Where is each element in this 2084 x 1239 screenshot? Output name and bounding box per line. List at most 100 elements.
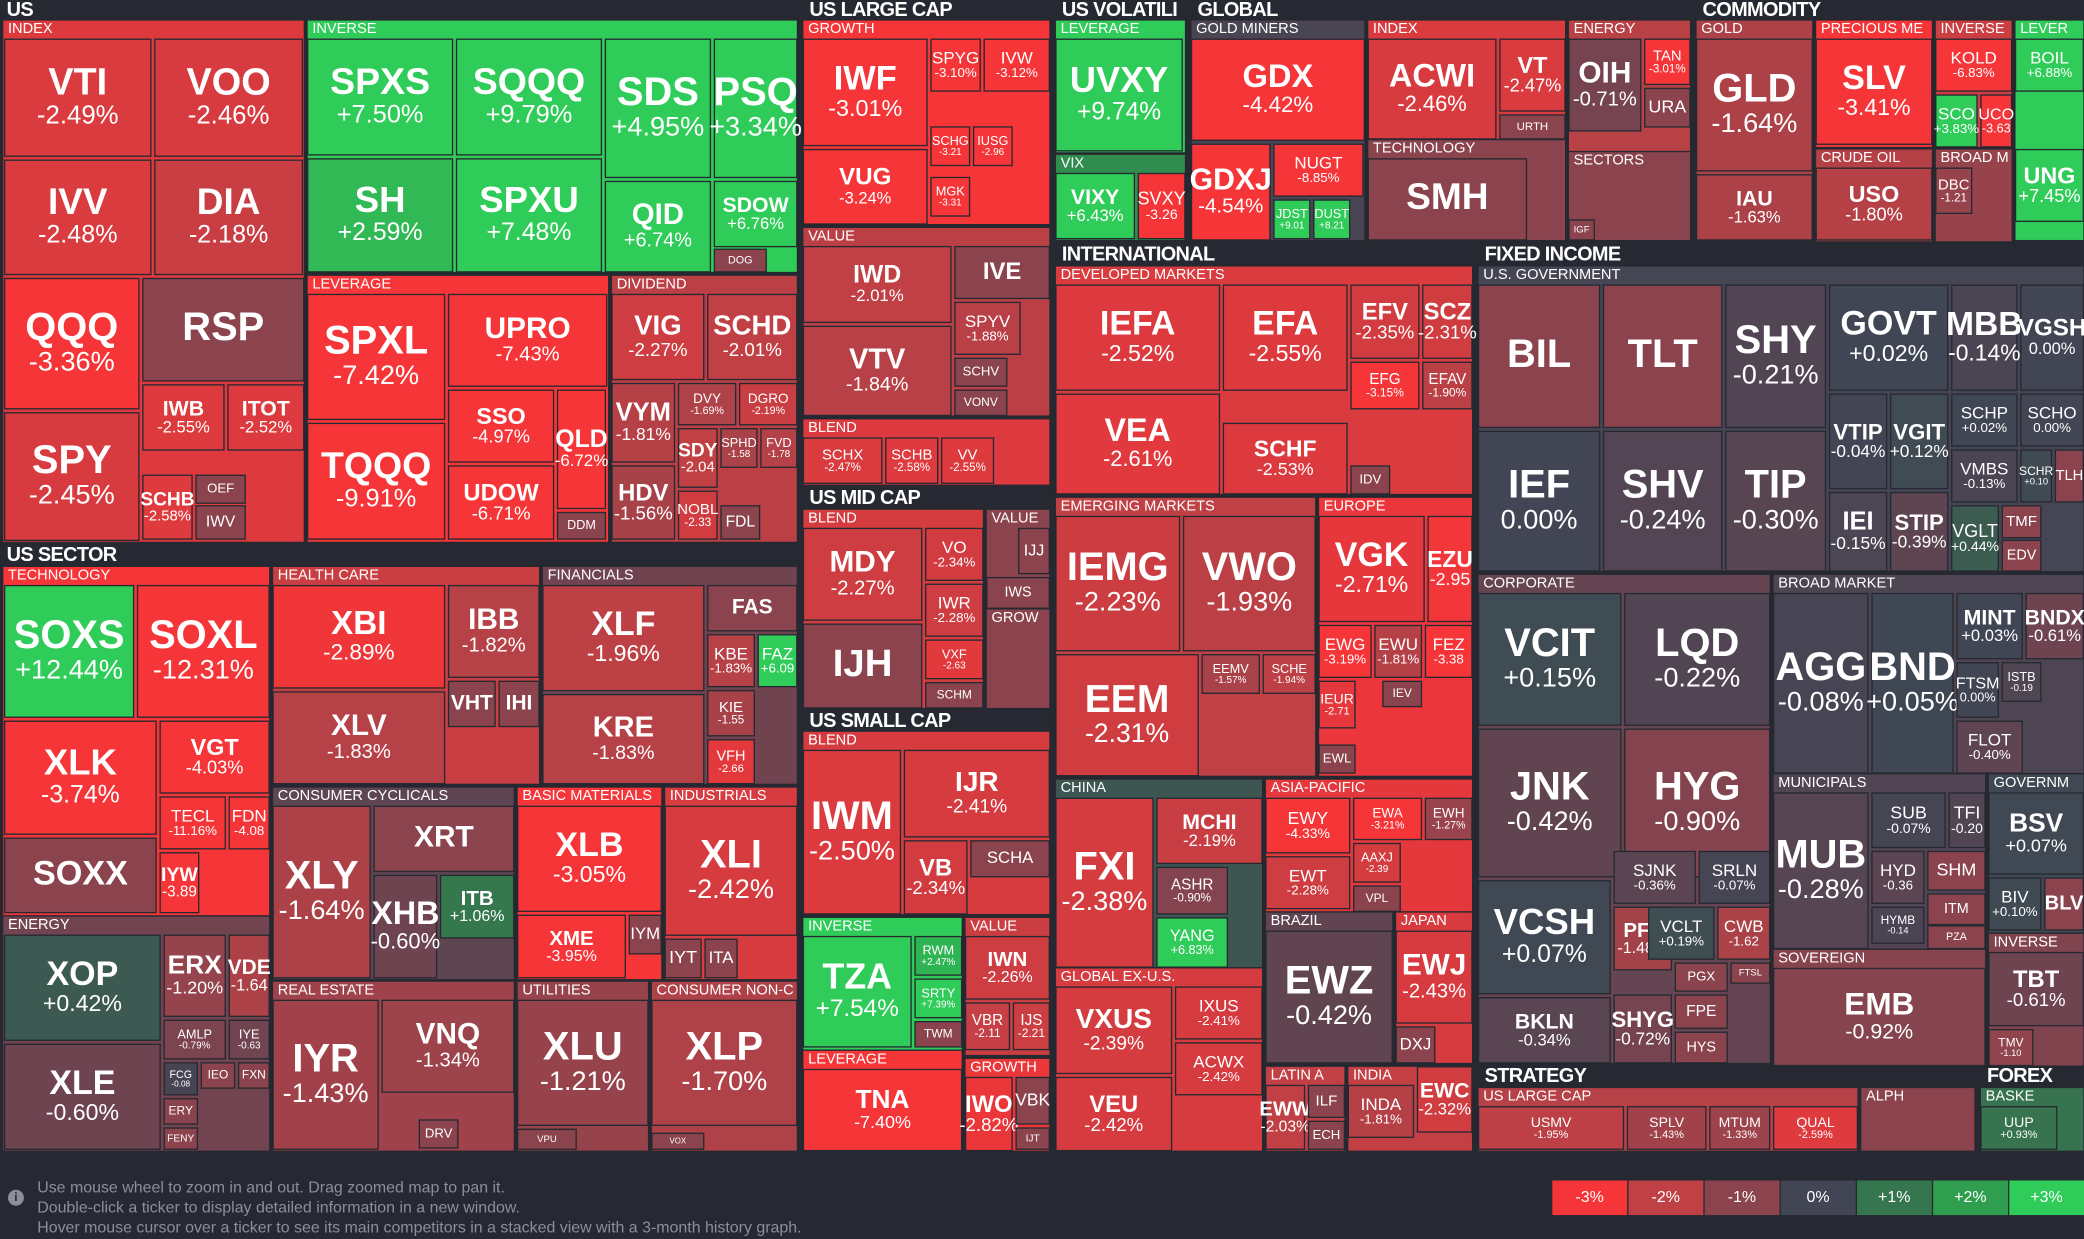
ticker[interactable]: IWR	[938, 594, 971, 613]
ticker-tile[interactable]	[3, 159, 152, 276]
ticker[interactable]: UCO	[1978, 106, 2014, 124]
ticker-tile[interactable]	[677, 490, 718, 540]
ticker-tile[interactable]	[1395, 930, 1473, 1024]
ticker-tile[interactable]	[2054, 449, 2084, 503]
ticker-tile[interactable]	[272, 584, 446, 689]
ticker-tile[interactable]	[651, 1132, 705, 1150]
ticker[interactable]: XOP	[46, 955, 118, 993]
ticker-tile[interactable]	[1951, 284, 2018, 391]
ticker-tile[interactable]	[542, 693, 705, 785]
ticker-tile[interactable]	[307, 293, 446, 421]
ticker[interactable]: VGLT	[1952, 521, 1998, 541]
ticker[interactable]: EWJ	[1402, 949, 1467, 982]
ticker[interactable]: SHM	[1936, 859, 1976, 879]
ticker-tile[interactable]	[802, 325, 952, 417]
ticker[interactable]: GDX	[1242, 57, 1313, 94]
ticker-tile[interactable]	[3, 38, 152, 157]
ticker[interactable]: IYR	[292, 1036, 358, 1080]
ticker[interactable]: IJH	[833, 642, 893, 685]
ticker[interactable]: EWZ	[1285, 959, 1374, 1003]
ticker-tile[interactable]	[1182, 515, 1316, 652]
ticker[interactable]: XLE	[49, 1064, 115, 1102]
ticker[interactable]: XRT	[414, 821, 474, 854]
ticker-tile[interactable]	[604, 180, 712, 273]
ticker[interactable]: IWF	[834, 59, 897, 97]
ticker-tile[interactable]	[272, 805, 371, 979]
ticker[interactable]: AGG	[1775, 645, 1866, 689]
ticker[interactable]: VIXY	[1071, 185, 1119, 209]
ticker[interactable]: ITA	[709, 948, 735, 967]
ticker-tile[interactable]	[381, 999, 515, 1093]
ticker[interactable]: VGSH	[2018, 315, 2084, 342]
ticker-tile[interactable]	[159, 720, 270, 794]
ticker[interactable]: DUST	[1314, 206, 1349, 221]
ticker[interactable]: FPE	[1686, 1003, 1716, 1020]
ticker-tile[interactable]	[1156, 866, 1229, 915]
ticker[interactable]: MBB	[1946, 306, 2023, 343]
ticker-tile[interactable]	[1772, 967, 1986, 1067]
ticker-tile[interactable]	[1273, 199, 1311, 240]
ticker-tile[interactable]	[914, 1020, 963, 1048]
ticker-tile[interactable]	[542, 584, 705, 692]
ticker[interactable]: PGX	[1687, 969, 1715, 984]
ticker[interactable]: SRTY	[921, 985, 955, 1000]
ticker-tile[interactable]	[307, 422, 446, 540]
ticker-tile[interactable]	[1602, 430, 1723, 572]
ticker[interactable]: TBT	[2013, 966, 2060, 993]
ticker[interactable]: TLT	[1628, 332, 1698, 376]
ticker-tile[interactable]	[964, 1002, 1011, 1051]
ticker[interactable]: FDL	[726, 514, 756, 531]
ticker-tile[interactable]	[1695, 174, 1813, 241]
ticker-tile[interactable]	[1350, 361, 1420, 410]
ticker[interactable]: EWY	[1288, 808, 1329, 828]
ticker[interactable]: QQQ	[25, 305, 118, 349]
ticker-tile[interactable]	[1156, 797, 1263, 865]
ticker[interactable]: IWN	[988, 948, 1028, 971]
ticker-tile[interactable]	[707, 293, 798, 381]
ticker[interactable]: VCIT	[1504, 621, 1595, 665]
ticker-tile[interactable]	[1318, 680, 1356, 729]
ticker-tile[interactable]	[1055, 38, 1183, 152]
ticker[interactable]: VTI	[48, 61, 107, 103]
ticker-tile[interactable]	[195, 505, 246, 540]
ticker[interactable]: NUGT	[1294, 154, 1342, 173]
ticker-tile[interactable]	[964, 935, 1050, 1000]
ticker-tile[interactable]	[1015, 1127, 1050, 1150]
ticker[interactable]: FDN	[232, 806, 267, 825]
ticker[interactable]: XLP	[686, 1024, 764, 1068]
ticker[interactable]: TNA	[855, 1084, 909, 1114]
ticker[interactable]: SOXS	[14, 613, 125, 657]
ticker-tile[interactable]	[1613, 850, 1696, 904]
ticker-tile[interactable]	[1648, 906, 1715, 960]
ticker[interactable]: VXUS	[1076, 1003, 1152, 1034]
ticker[interactable]: ILF	[1316, 1092, 1338, 1109]
ticker-tile[interactable]	[228, 934, 270, 1017]
ticker[interactable]: TECL	[171, 806, 214, 825]
ticker-tile[interactable]	[136, 584, 270, 718]
ticker[interactable]: FENY	[167, 1133, 194, 1144]
ticker[interactable]: SCHD	[713, 310, 791, 341]
ticker-tile[interactable]	[1055, 284, 1221, 391]
ticker-tile[interactable]	[802, 148, 928, 225]
ticker[interactable]: TMV	[1998, 1036, 2023, 1050]
ticker[interactable]: SPXL	[324, 319, 428, 363]
ticker[interactable]: IVW	[1001, 49, 1033, 68]
ticker-tile[interactable]	[3, 837, 157, 914]
ticker[interactable]: EWT	[1289, 866, 1327, 885]
ticker-tile[interactable]	[154, 38, 304, 157]
ticker-tile[interactable]	[1318, 744, 1356, 774]
ticker[interactable]: SCHX	[822, 447, 863, 463]
ticker[interactable]: USO	[1849, 181, 1900, 207]
ticker[interactable]: EWU	[1378, 635, 1418, 654]
ticker[interactable]: VCLT	[1660, 917, 1702, 936]
ticker-tile[interactable]	[1222, 284, 1348, 391]
ticker[interactable]: ACWI	[1389, 57, 1475, 93]
ticker-tile[interactable]	[2001, 662, 2042, 702]
ticker[interactable]: IEFA	[1100, 305, 1176, 343]
ticker[interactable]: SPLV	[1649, 1114, 1685, 1130]
ticker[interactable]: VMBS	[1960, 459, 2008, 478]
ticker[interactable]: XHB	[371, 895, 439, 931]
ticker-tile[interactable]	[1709, 1106, 1771, 1150]
ticker[interactable]: IWO	[965, 1091, 1013, 1118]
ticker-tile[interactable]	[964, 1076, 1013, 1152]
